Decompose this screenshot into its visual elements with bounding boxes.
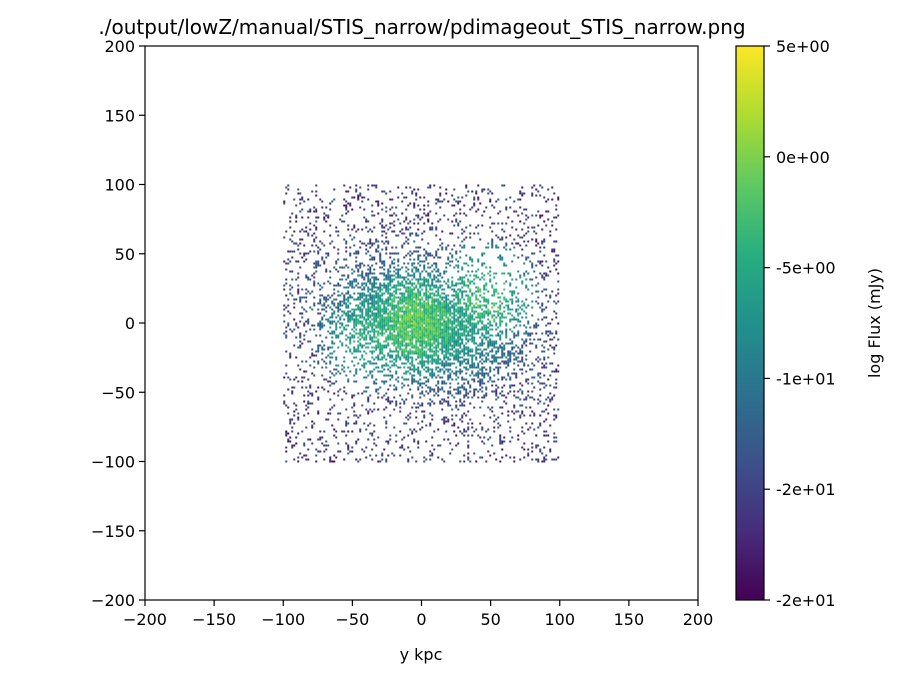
y-axis: 200 150 100 50 0 −50 −100 −150 −200 xyxy=(91,37,145,610)
heatmap-pixels xyxy=(283,184,560,463)
x-tick-label: −150 xyxy=(192,610,236,629)
x-tick-label: 0 xyxy=(416,610,426,629)
heatmap-cell-group xyxy=(313,240,550,403)
heatmap-cell-group xyxy=(341,272,516,365)
plot-area xyxy=(144,45,699,601)
heatmap-cell-group xyxy=(335,258,526,375)
x-tick-label: 100 xyxy=(544,610,575,629)
colorbar-tick-label: -1e+01 xyxy=(776,369,836,388)
heatmap-cell-group xyxy=(339,274,526,367)
heatmap-cell-group xyxy=(285,184,560,463)
x-tick-label: −100 xyxy=(261,610,305,629)
colorbar: 5e+00 0e+00 -5e+00 -1e+01 -2e+01 -2e+01 log F… xyxy=(735,37,884,610)
y-tick-label: −100 xyxy=(91,453,135,472)
colorbar-tick-label: 5e+00 xyxy=(776,37,830,56)
y-tick-label: 0 xyxy=(125,314,135,333)
y-tick-label: −50 xyxy=(101,383,135,402)
x-tick-label: 50 xyxy=(480,610,500,629)
heatmap-cell-group xyxy=(283,188,560,463)
heatmap-cell-group xyxy=(411,322,424,325)
heatmap-cell-group xyxy=(387,294,484,351)
heatmap-cell-group xyxy=(395,306,436,343)
colorbar-frame xyxy=(735,45,765,601)
colorbar-tick-label: -2e+01 xyxy=(776,480,836,499)
chart-title: ./output/lowZ/manual/STIS_narrow/pdimage… xyxy=(98,15,745,39)
colorbar-label: log Flux (mJy) xyxy=(865,268,884,378)
heatmap-cell-group xyxy=(389,288,496,353)
y-tick-label: 150 xyxy=(104,106,135,125)
x-tick-label: −200 xyxy=(123,610,167,629)
x-axis-label: y kpc xyxy=(400,645,443,664)
heatmap-cell-group xyxy=(331,246,524,385)
y-tick-label: −150 xyxy=(91,522,135,541)
heatmap-cell-group xyxy=(353,272,504,365)
colorbar-tick-label: 0e+00 xyxy=(776,148,830,167)
colorbar-tick-label: -2e+01 xyxy=(776,591,836,610)
x-tick-label: 150 xyxy=(614,610,645,629)
colorbar-tick-label: -5e+00 xyxy=(776,259,836,278)
x-axis: −200 −150 −100 −50 0 50 100 150 200 xyxy=(123,600,713,629)
y-tick-label: −200 xyxy=(91,591,135,610)
heatmap-cell-group xyxy=(333,252,528,375)
colorbar-ticks: 5e+00 0e+00 -5e+00 -1e+01 -2e+01 -2e+01 xyxy=(764,37,836,610)
y-tick-label: 100 xyxy=(104,176,135,195)
y-tick-label: 200 xyxy=(104,37,135,56)
heatmap-cell-group xyxy=(399,300,438,341)
heatmap-cell-group xyxy=(357,280,506,359)
y-tick-label: 50 xyxy=(115,245,135,264)
x-tick-label: 200 xyxy=(683,610,714,629)
x-tick-label: −50 xyxy=(335,610,369,629)
heatmap-cell-group xyxy=(411,314,428,337)
colorbar-gradient xyxy=(736,46,764,600)
heatmap-cell-group xyxy=(379,284,502,355)
heatmap-cell-group xyxy=(345,264,524,371)
